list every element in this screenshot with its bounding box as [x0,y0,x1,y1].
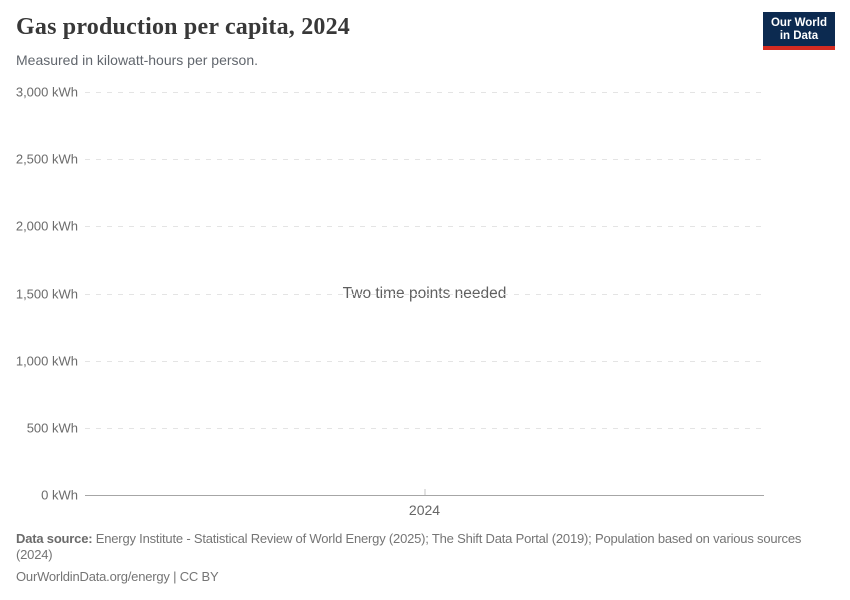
chart-subtitle: Measured in kilowatt-hours per person. [16,52,259,68]
data-source-label: Data source: [16,531,93,546]
y-axis-tick-label: 500 kWh [26,420,78,436]
owid-logo[interactable]: Our World in Data [762,12,835,50]
gridline [85,159,764,161]
y-axis-tick-label: 1,500 kWh [15,286,78,301]
gridline [85,92,764,93]
x-axis-line [85,495,764,496]
gridline [85,293,764,295]
y-axis-tick-label: 2,000 kWh [15,218,78,234]
chart-footer: Data source: Energy Institute - Statisti… [16,531,816,585]
owid-logo-line1: Our World [770,17,827,29]
gridline [85,360,764,362]
x-axis-tick-label: 2024 [408,502,441,518]
y-axis-tick-label: 0 kWh [41,487,78,503]
y-axis-tick-label: 1,000 kWh [15,353,78,369]
citation-link[interactable]: OurWorldinData.org/energy | CC BY [16,569,219,584]
data-source-text: Energy Institute - Statistical Review of… [16,531,802,562]
y-axis-tick-label: 2,500 kWh [15,151,78,167]
owid-logo-line2: in Data [779,30,819,42]
page-title: Gas production per capita, 2024 [16,14,351,40]
data-source-line: Data source: Energy Institute - Statisti… [16,531,816,563]
x-axis-tick [424,489,425,495]
gridline [85,427,764,429]
gridline [85,226,764,228]
y-axis-tick-label: 3,000 kWh [15,84,78,100]
